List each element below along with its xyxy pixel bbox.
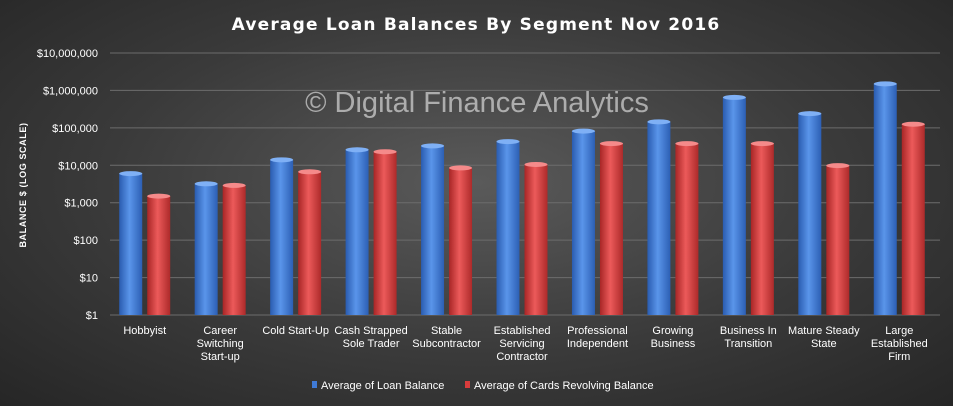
bar-cards-revolving-balance — [147, 196, 171, 315]
bar-top — [599, 141, 623, 147]
bar-cards-revolving-balance — [675, 143, 699, 315]
bar-cards-revolving-balance — [524, 164, 548, 315]
legend: Average of Loan Balance Average of Cards … — [312, 380, 654, 392]
bar-top — [675, 141, 699, 147]
y-tick-label: $1,000,000 — [43, 85, 98, 97]
bar-top — [524, 161, 548, 167]
category-label: Established Servicing Contractor — [494, 325, 551, 363]
category-label: Large Established Firm — [871, 325, 928, 363]
bar-top — [496, 139, 520, 145]
bar-top — [750, 141, 774, 147]
bar-loan-balance — [873, 83, 897, 315]
bar-top — [345, 147, 369, 153]
bar-cards-revolving-balance — [373, 151, 397, 315]
bar-loan-balance — [496, 141, 520, 315]
bar-cards-revolving-balance — [826, 165, 850, 315]
bar-top — [373, 149, 397, 155]
category-label: Stable Subcontractor — [412, 325, 481, 350]
bar-cards-revolving-balance — [449, 167, 473, 315]
y-tick-label: $1,000 — [64, 198, 98, 210]
bar-top — [222, 182, 246, 188]
y-tick-label: $1 — [86, 310, 98, 322]
watermark: © Digital Finance Analytics — [305, 87, 649, 119]
legend-label: Average of Cards Revolving Balance — [474, 380, 654, 392]
bar-top — [798, 111, 822, 117]
bar-top — [119, 171, 143, 177]
bar-top — [647, 119, 671, 125]
y-axis-label: BALANCE $ (LOG SCALE) — [18, 122, 28, 247]
bar-top — [901, 121, 925, 127]
bar-top — [270, 157, 294, 163]
bar-top — [449, 165, 473, 171]
y-tick-label: $10,000,000 — [37, 48, 98, 60]
chart-title: Average Loan Balances By Segment Nov 201… — [232, 15, 721, 35]
bar-loan-balance — [421, 145, 445, 315]
bar-loan-balance — [194, 183, 218, 315]
bar-cards-revolving-balance — [901, 124, 925, 315]
category-label: Career Switching Start-up — [197, 325, 244, 363]
category-label: Growing Business — [651, 325, 696, 350]
legend-swatch — [312, 381, 317, 388]
bar-top — [873, 81, 897, 87]
bar-top — [826, 163, 850, 169]
bar-top — [194, 181, 218, 187]
y-tick-label: $10 — [80, 273, 98, 285]
bar-loan-balance — [798, 113, 822, 316]
bar-loan-balance — [571, 131, 595, 315]
bar-top — [571, 128, 595, 134]
bar-cards-revolving-balance — [298, 171, 322, 315]
y-tick-labels: $1 $10 $100 $1,000 $10,000 $100,000 $1,000,000… — [37, 48, 98, 322]
bar-cards-revolving-balance — [750, 143, 774, 315]
bar-top — [421, 143, 445, 149]
bar-top — [298, 169, 322, 175]
bars — [119, 81, 925, 316]
category-label: Business In Transition — [720, 325, 777, 350]
category-label: Cash Strapped Sole Trader — [334, 325, 407, 350]
bar-loan-balance — [345, 149, 369, 315]
category-label: Cold Start-Up — [262, 325, 329, 337]
category-label: Professional Independent — [567, 325, 628, 350]
category-labels: Hobbyist Career Switching Start-up Cold Star… — [123, 325, 927, 363]
legend-swatch — [465, 381, 470, 388]
y-tick-label: $100 — [74, 235, 98, 247]
bar-top — [722, 94, 746, 100]
bar-cards-revolving-balance — [222, 185, 246, 315]
bar-loan-balance — [722, 97, 746, 315]
bar-loan-balance — [647, 121, 671, 315]
bar-cards-revolving-balance — [599, 143, 623, 315]
y-tick-label: $10,000 — [58, 160, 98, 172]
bar-top — [147, 193, 171, 199]
category-label: Hobbyist — [123, 325, 166, 337]
bar-loan-balance — [270, 159, 294, 315]
bar-loan-balance — [119, 173, 143, 315]
y-tick-label: $100,000 — [52, 123, 98, 135]
legend-label: Average of Loan Balance — [321, 380, 444, 392]
category-label: Mature Steady State — [788, 325, 860, 350]
